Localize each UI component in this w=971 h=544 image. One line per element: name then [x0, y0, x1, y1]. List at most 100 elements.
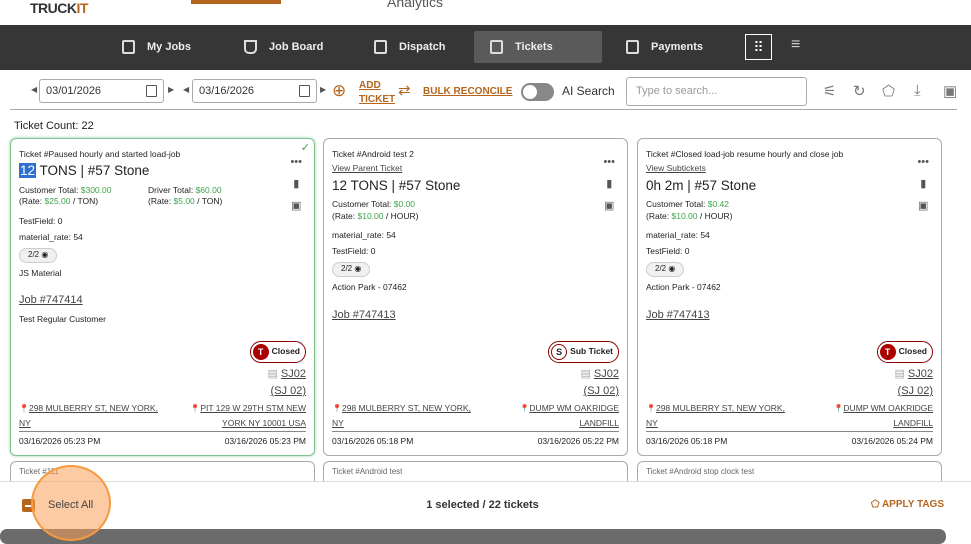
dropoff-address[interactable]: DUMP WM OAKRIDGE LANDFILL [529, 403, 619, 429]
end-date-input[interactable]: 03/16/2026 [192, 79, 317, 103]
nav-job-board[interactable]: Job Board [228, 31, 339, 63]
material-name: Action Park - 07462 [332, 282, 407, 293]
truck-sub-link[interactable]: (SJ 02) [897, 385, 933, 398]
job-link[interactable]: Job #747414 [19, 294, 83, 307]
divider [10, 109, 957, 110]
ticket-link[interactable]: View Parent Ticket [332, 163, 403, 174]
nav-my-jobs[interactable]: My Jobs [106, 31, 207, 63]
gallery-icon[interactable]: ▣ [291, 199, 302, 212]
refresh-icon[interactable]: ↻ [853, 83, 866, 100]
truck-link[interactable]: SJ02 [907, 368, 933, 380]
horizontal-scrollbar[interactable] [0, 529, 946, 544]
selected-check-icon: ✓ [300, 142, 310, 154]
end-date-value: 03/16/2026 [199, 85, 255, 97]
ticket-title: Ticket #Paused hourly and started load-j… [19, 149, 181, 159]
nav-tickets[interactable]: Tickets [474, 31, 602, 63]
prev-date-icon[interactable]: ◀ [183, 85, 190, 94]
nav-label: My Jobs [147, 41, 192, 53]
dropoff-address[interactable]: DUMP WM OAKRIDGE LANDFILL [843, 403, 933, 429]
badge-letter: T [252, 344, 269, 360]
nav-dispatch[interactable]: Dispatch [358, 31, 461, 63]
map-icon[interactable]: ▮ [606, 177, 613, 190]
truck-sub-link[interactable]: (SJ 02) [270, 385, 306, 398]
gallery-icon[interactable]: ▣ [943, 83, 958, 100]
ticket-headline: 0h 2m | #57 Stone [646, 177, 933, 195]
truckit-logo[interactable]: TRUCKIT [30, 0, 88, 16]
headline-text: 12 TONS | #57 Stone [332, 177, 461, 193]
tag-icon: ⬠ [870, 499, 882, 510]
select-all-label[interactable]: Select All [48, 499, 94, 511]
filter-sliders-icon[interactable]: ⚟ [823, 83, 837, 100]
headline-text: TONS | #57 Stone [36, 163, 150, 179]
attachments-pill[interactable]: 2/2 ◉ [646, 262, 685, 278]
swap-icon[interactable]: ⇄ [398, 82, 411, 99]
customer-total: Customer Total: $300.00 (Rate: $25.00 / T… [19, 184, 112, 207]
more-icon[interactable]: ••• [603, 156, 615, 168]
ticket-title: Ticket #Closed load-job resume hourly an… [646, 149, 844, 159]
ticket-card[interactable]: Ticket #Closed load-job resume hourly an… [637, 138, 942, 456]
nav-label: Payments [651, 41, 703, 53]
start-date-input[interactable]: 03/01/2026 [39, 79, 164, 103]
top-header: TRUCKIT Analytics [0, 0, 971, 25]
selection-footer: Select All 1 selected / 22 tickets ⬠ APP… [0, 481, 971, 528]
badge-label: Closed [271, 346, 300, 357]
truck-icon: ▤ [894, 368, 908, 380]
gallery-icon[interactable]: ▣ [918, 199, 929, 212]
nav-label: Dispatch [399, 41, 446, 53]
prev-date-icon[interactable]: ◀ [31, 85, 38, 94]
next-date-icon[interactable]: ▶ [320, 85, 327, 94]
map-icon[interactable]: ▮ [293, 177, 300, 190]
start-time: 03/16/2026 05:18 PM [646, 436, 728, 446]
gallery-icon[interactable]: ▣ [604, 199, 615, 212]
pickup-address[interactable]: 298 MULBERRY ST, NEW YORK, NY [332, 403, 471, 429]
rate-unit: TON [201, 196, 220, 207]
customer-rate: $25.00 [44, 196, 71, 207]
eye-icon: ◉ [668, 264, 676, 274]
custom-field: TestField: 0 [19, 215, 63, 226]
attachments-pill[interactable]: 2/2 ◉ [19, 247, 58, 263]
attachments-pill[interactable]: 2/2 ◉ [332, 262, 371, 278]
start-time: 03/16/2026 05:18 PM [332, 436, 414, 446]
ticket-card[interactable]: Ticket #Android test 2 View Parent Ticket… [323, 138, 628, 456]
search-input[interactable]: Type to search... [626, 77, 807, 106]
driver-rate: $5.00 [173, 196, 195, 207]
analytics-tab[interactable]: Analytics [387, 0, 444, 10]
start-date-value: 03/01/2026 [46, 85, 102, 97]
ticket-title: Ticket #Android test [332, 467, 403, 476]
nav-label: Tickets [515, 41, 553, 53]
bulk-reconcile-button[interactable]: BULK RECONCILE [423, 86, 513, 97]
hamburger-icon[interactable]: ≡ [791, 36, 801, 53]
ticket-card[interactable]: ✓ Ticket #Paused hourly and started load-… [10, 138, 315, 456]
pickup-pin-icon: 📍 [646, 404, 656, 413]
add-circle-icon[interactable]: ⊕ [332, 81, 347, 100]
next-date-icon[interactable]: ▶ [168, 85, 175, 94]
truck-link[interactable]: SJ02 [593, 368, 619, 380]
calendar-icon[interactable] [146, 85, 157, 97]
custom-field: material_rate: 54 [646, 230, 710, 241]
calendar-icon[interactable] [299, 85, 310, 97]
pickup-address[interactable]: 298 MULBERRY ST, NEW YORK, NY [19, 403, 158, 429]
material-name: JS Material [19, 267, 62, 278]
ticket-link[interactable]: View Subtickets [646, 163, 706, 174]
rate-unit: HOUR [704, 210, 730, 221]
end-time: 03/16/2026 05:24 PM [851, 436, 933, 446]
truck-link[interactable]: SJ02 [280, 368, 306, 380]
job-link[interactable]: Job #747413 [332, 308, 396, 321]
pill-count: 2/2 [341, 264, 353, 274]
more-icon[interactable]: ••• [917, 156, 929, 168]
more-icon[interactable]: ••• [290, 156, 302, 168]
tag-icon[interactable]: ⬠ [882, 83, 896, 100]
ai-search-toggle[interactable] [521, 83, 554, 101]
pickup-address[interactable]: 298 MULBERRY ST, NEW YORK, NY [646, 403, 785, 429]
calendar-icon [122, 40, 135, 54]
add-ticket-button[interactable]: ADD TICKET [359, 80, 396, 105]
download-icon[interactable]: ⤓ [914, 82, 921, 99]
map-icon[interactable]: ▮ [920, 177, 927, 190]
truck-sub-link[interactable]: (SJ 02) [583, 385, 619, 398]
apply-tags-button[interactable]: ⬠ APPLY TAGS [871, 499, 944, 510]
job-link[interactable]: Job #747413 [646, 308, 710, 321]
dropoff-address[interactable]: PIT 129 W 29TH STM NEW YORK NY 10001 USA [200, 403, 306, 429]
nav-payments[interactable]: Payments [610, 31, 719, 63]
apps-grid-icon[interactable]: ⠿ [745, 34, 772, 60]
customer-name: Test Regular Customer [19, 314, 106, 325]
